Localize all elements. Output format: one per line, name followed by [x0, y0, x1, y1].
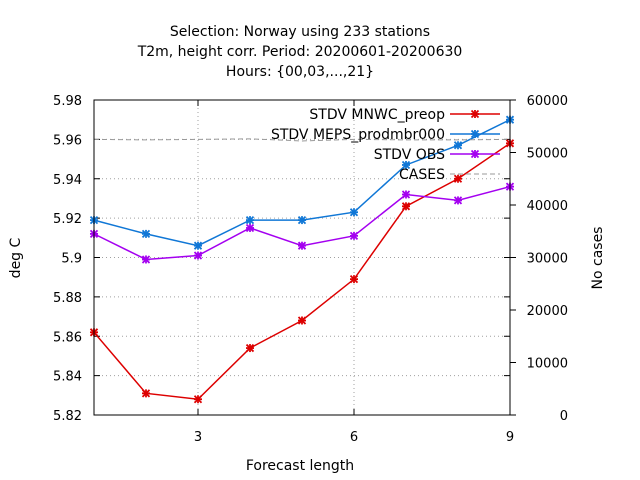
- series-layer: [89, 115, 515, 404]
- y2-tick-label: 20000: [527, 304, 568, 319]
- y-tick-label: 5.84: [53, 370, 82, 385]
- y-tick-label: 5.82: [53, 409, 82, 424]
- x-tick-label: 3: [194, 430, 202, 445]
- legend-item: CASES: [399, 167, 500, 183]
- y2-tick-label: 50000: [527, 147, 568, 162]
- plot-frame: [93, 99, 511, 416]
- legend-marker: [470, 109, 480, 119]
- data-point: [245, 343, 255, 353]
- series-stdv-mnwc-preop: [89, 139, 515, 404]
- x-axis-label: Forecast length: [246, 458, 354, 474]
- data-point: [141, 229, 151, 239]
- y-tick-label: 5.88: [53, 291, 82, 306]
- series-line: [93, 142, 511, 401]
- data-point: [349, 231, 359, 240]
- y-tick-label: 5.96: [53, 133, 82, 148]
- y-tick-label: 5.98: [53, 94, 82, 109]
- y2-tick-label: 10000: [527, 357, 568, 372]
- legend-marker: [470, 129, 480, 139]
- data-point: [453, 174, 463, 183]
- x-tick-label: 9: [506, 430, 514, 445]
- data-point: [245, 223, 255, 233]
- series-cases: [93, 138, 511, 142]
- data-point: [245, 215, 255, 225]
- legend-item: STDV MNWC_preop: [309, 107, 500, 123]
- legend-item: STDV MEPS_prodmbr000: [271, 127, 500, 143]
- grid: [94, 100, 510, 415]
- y2-tick-label: 0: [560, 409, 568, 424]
- data-point: [297, 215, 307, 225]
- title-line: T2m, height corr. Period: 20200601-20200…: [137, 44, 463, 60]
- x-tick-label: 6: [350, 430, 358, 445]
- y-tick-label: 5.86: [53, 330, 82, 345]
- data-point: [453, 196, 463, 205]
- y2-tick-label: 30000: [527, 252, 568, 267]
- data-point: [453, 141, 463, 150]
- y-tick-label: 5.94: [53, 173, 82, 188]
- legend-item: STDV OBS: [374, 147, 500, 163]
- data-point: [141, 255, 151, 264]
- data-point: [141, 389, 151, 398]
- legend-label: STDV MEPS_prodmbr000: [271, 127, 445, 143]
- data-point: [401, 160, 411, 170]
- legend-label: STDV MNWC_preop: [309, 107, 445, 123]
- legend: STDV MNWC_preop STDV MEPS_prodmbr000 STDV …: [271, 107, 500, 183]
- data-point: [349, 208, 359, 217]
- data-point: [297, 316, 307, 325]
- y2-axis-label: No cases: [590, 227, 606, 290]
- data-point: [193, 241, 203, 250]
- data-point: [193, 251, 203, 260]
- data-point: [401, 202, 411, 211]
- data-point: [297, 241, 307, 250]
- title-line: Hours: {00,03,...,21}: [226, 64, 374, 80]
- y-tick-label: 5.9: [61, 252, 82, 267]
- data-point: [349, 275, 359, 284]
- data-point: [401, 190, 411, 199]
- legend-marker: [470, 149, 480, 159]
- legend-label: STDV OBS: [374, 147, 445, 163]
- y2-tick-label: 40000: [527, 199, 568, 214]
- y-axis-ticks: 5.82 5.84 5.86 5.88 5.9 5.92 5.94 5.96 5.98: [53, 94, 510, 424]
- series-line: [93, 138, 511, 142]
- y-axis-label: deg C: [8, 237, 24, 278]
- title-line: Selection: Norway using 233 stations: [170, 24, 430, 40]
- chart-title: Selection: Norway using 233 stations T2m,…: [137, 24, 463, 80]
- y2-axis-ticks: 0 10000 20000 30000 40000 50000 60000: [510, 94, 568, 424]
- y-tick-label: 5.92: [53, 212, 82, 227]
- legend-label: CASES: [399, 167, 445, 183]
- y2-tick-label: 60000: [527, 94, 568, 109]
- data-point: [193, 395, 203, 404]
